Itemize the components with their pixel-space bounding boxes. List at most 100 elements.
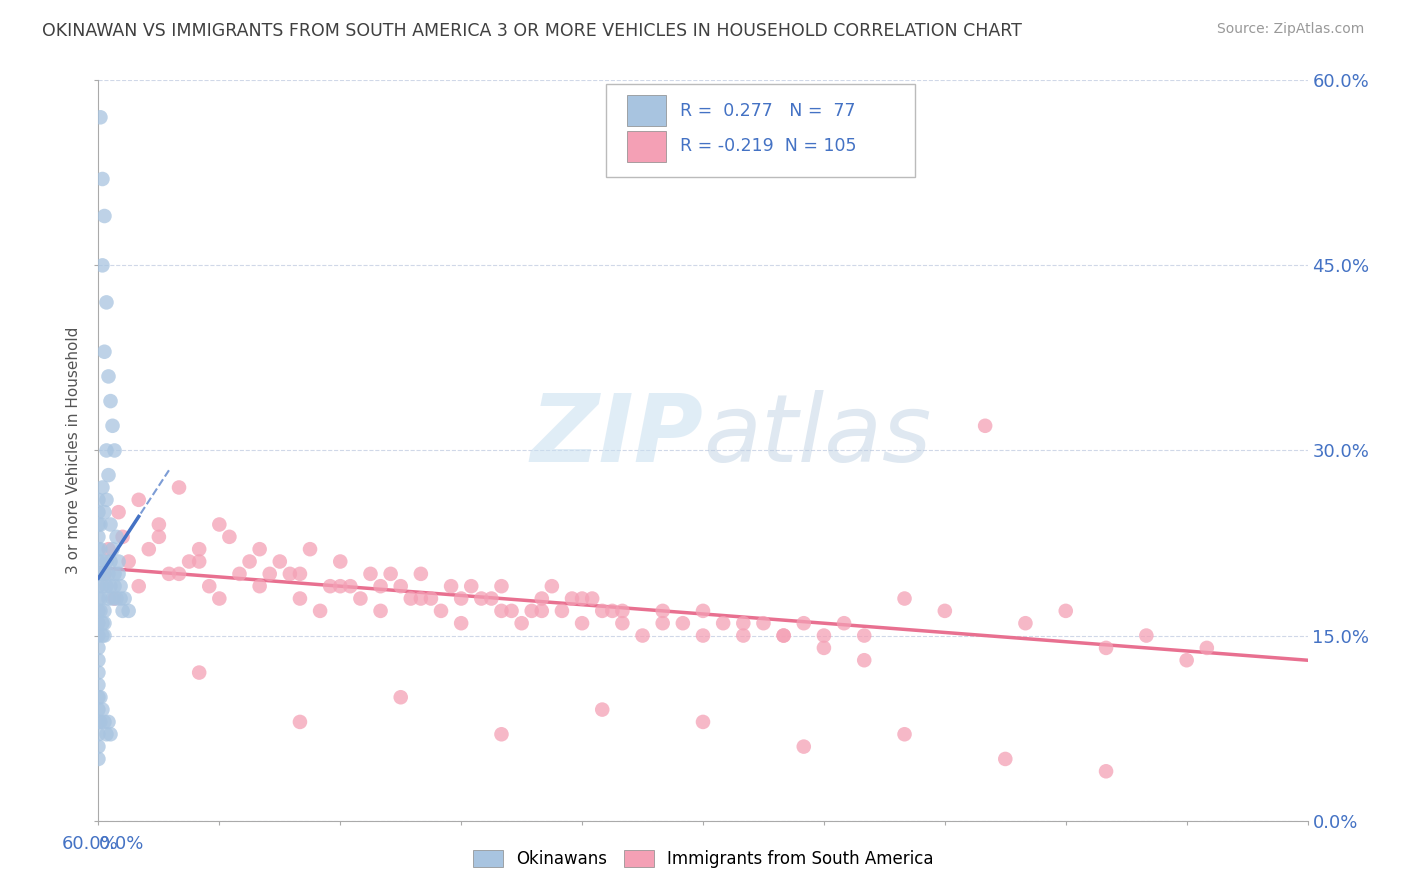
Point — [510, 616, 533, 631]
Point — [288, 714, 311, 729]
Point — [87, 653, 110, 667]
Point — [1135, 628, 1157, 642]
Point — [93, 566, 115, 581]
Point — [101, 418, 124, 433]
Point — [853, 653, 876, 667]
Point — [91, 579, 114, 593]
Point — [188, 542, 211, 557]
Point — [259, 566, 281, 581]
Point — [602, 604, 624, 618]
Point — [540, 579, 562, 593]
Point — [97, 591, 120, 606]
Point — [733, 628, 755, 642]
Point — [167, 480, 190, 494]
Point — [450, 591, 472, 606]
Text: 0.0%: 0.0% — [98, 836, 143, 854]
Point — [96, 295, 118, 310]
Point — [793, 739, 815, 754]
Point — [87, 530, 110, 544]
Point — [91, 259, 114, 273]
Point — [551, 604, 574, 618]
Point — [91, 480, 114, 494]
Point — [399, 591, 422, 606]
Point — [93, 344, 115, 359]
FancyBboxPatch shape — [627, 130, 665, 161]
Point — [93, 714, 115, 729]
Point — [994, 752, 1017, 766]
Point — [167, 566, 190, 581]
Point — [208, 517, 231, 532]
Point — [389, 579, 412, 593]
Point — [772, 628, 794, 642]
Point — [87, 554, 110, 569]
FancyBboxPatch shape — [627, 95, 665, 126]
Point — [249, 542, 271, 557]
Point — [832, 616, 855, 631]
Point — [93, 616, 115, 631]
Point — [329, 579, 352, 593]
Point — [87, 714, 110, 729]
Point — [571, 616, 593, 631]
Point — [339, 579, 361, 593]
Point — [91, 703, 114, 717]
Point — [97, 566, 120, 581]
Point — [89, 591, 111, 606]
Point — [450, 616, 472, 631]
Point — [934, 604, 956, 618]
Point — [87, 703, 110, 717]
Point — [96, 554, 118, 569]
Point — [96, 443, 118, 458]
Point — [813, 640, 835, 655]
Point — [87, 505, 110, 519]
Point — [107, 554, 129, 569]
Text: OKINAWAN VS IMMIGRANTS FROM SOUTH AMERICA 3 OR MORE VEHICLES IN HOUSEHOLD CORREL: OKINAWAN VS IMMIGRANTS FROM SOUTH AMERIC… — [42, 22, 1022, 40]
Point — [249, 579, 271, 593]
Point — [103, 566, 125, 581]
Point — [299, 542, 322, 557]
Point — [87, 591, 110, 606]
Point — [101, 542, 124, 557]
Point — [278, 566, 301, 581]
Point — [89, 517, 111, 532]
Point — [89, 110, 111, 124]
Point — [118, 554, 141, 569]
Point — [89, 690, 111, 705]
Point — [87, 616, 110, 631]
Point — [87, 628, 110, 642]
Point — [561, 591, 583, 606]
Point — [128, 579, 150, 593]
Point — [107, 505, 129, 519]
Point — [114, 591, 136, 606]
Point — [87, 579, 110, 593]
Point — [420, 591, 443, 606]
Point — [520, 604, 543, 618]
Point — [1195, 640, 1218, 655]
Point — [239, 554, 262, 569]
Point — [591, 703, 613, 717]
Point — [360, 566, 382, 581]
Point — [530, 591, 553, 606]
Point — [87, 492, 110, 507]
Point — [228, 566, 250, 581]
Point — [218, 530, 240, 544]
Point — [105, 530, 128, 544]
Point — [491, 579, 513, 593]
Point — [481, 591, 503, 606]
Point — [91, 628, 114, 642]
Point — [692, 604, 714, 618]
Point — [100, 579, 122, 593]
Point — [440, 579, 463, 593]
Point — [612, 604, 634, 618]
Text: ZIP: ZIP — [530, 390, 703, 482]
Point — [110, 579, 132, 593]
Point — [581, 591, 603, 606]
Point — [288, 566, 311, 581]
Point — [93, 566, 115, 581]
Point — [87, 739, 110, 754]
Point — [631, 628, 654, 642]
Point — [91, 616, 114, 631]
Point — [188, 554, 211, 569]
Point — [1175, 653, 1198, 667]
Point — [91, 172, 114, 186]
Point — [651, 616, 673, 631]
